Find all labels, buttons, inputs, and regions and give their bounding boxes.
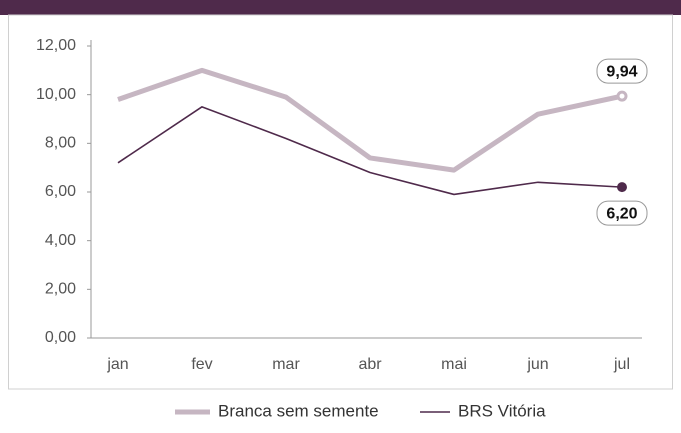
- x-tick-label: mar: [272, 356, 300, 373]
- y-tick-label: 6,00: [45, 183, 76, 200]
- point: [616, 90, 628, 102]
- top-bar: [0, 0, 681, 15]
- label-box: [596, 200, 648, 226]
- legend-label: Branca sem semente: [218, 401, 379, 420]
- series-line: [117, 67, 623, 173]
- x-tick-label: jun: [526, 356, 548, 373]
- x-tick-label: abr: [358, 356, 382, 373]
- y-tick-label: 8,00: [45, 135, 76, 152]
- legend-label: BRS Vitória: [458, 401, 546, 420]
- y-tick-label: 12,00: [36, 37, 76, 54]
- y-tick-label: 2,00: [45, 281, 76, 298]
- point: [617, 182, 627, 193]
- y-tick-label: 10,00: [36, 86, 76, 103]
- y-tick-label: 4,00: [45, 232, 76, 249]
- data-label: 6,20: [606, 205, 637, 222]
- label-box: [596, 58, 648, 84]
- x-tick-label: jan: [106, 356, 128, 373]
- x-tick-label: mai: [441, 356, 467, 373]
- series-line: [117, 106, 623, 196]
- x-tick-label: fev: [191, 356, 212, 373]
- y-tick-label: 0,00: [45, 329, 76, 346]
- x-tick-label: jul: [613, 356, 630, 373]
- chart-frame: [8, 14, 673, 390]
- data-label: 9,94: [606, 63, 637, 80]
